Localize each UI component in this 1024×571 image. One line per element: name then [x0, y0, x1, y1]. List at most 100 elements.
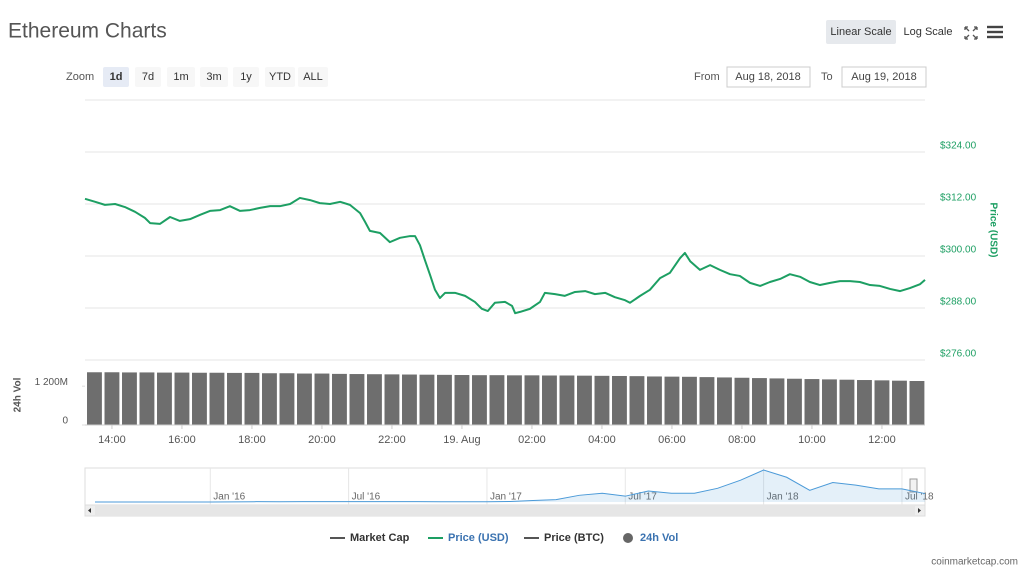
x-tick-label: 08:00: [728, 434, 756, 446]
volume-bar: [262, 373, 277, 425]
volume-bar: [454, 375, 470, 425]
volume-bar: [629, 376, 645, 425]
scrollbar-thumb[interactable]: [95, 506, 915, 515]
legend-label[interactable]: Market Cap: [350, 532, 410, 544]
fullscreen-icon[interactable]: [964, 26, 978, 40]
navigator-label: Jul '16: [352, 492, 381, 503]
zoom-button-bg[interactable]: [265, 67, 295, 87]
volume-bar: [594, 375, 610, 425]
y-axis-title: 24h Vol: [13, 377, 24, 412]
zoom-button-bg[interactable]: [233, 67, 259, 87]
volume-bar: [769, 378, 785, 425]
x-tick-label: 12:00: [868, 434, 896, 446]
volume-bar: [437, 374, 452, 425]
zoom-button[interactable]: 1m: [173, 71, 188, 83]
volume-bar: [839, 379, 855, 425]
volume-bar: [577, 375, 592, 425]
volume-bar: [507, 375, 522, 425]
x-tick-label: 06:00: [658, 434, 686, 446]
y-axis-title: Price (USD): [987, 202, 998, 257]
navigator-label: Jan '16: [213, 492, 245, 503]
volume-bar: [297, 373, 312, 425]
y-tick-label: $300.00: [940, 245, 977, 256]
volume-bar: [542, 375, 557, 425]
scroll-left-arrow[interactable]: [88, 508, 91, 513]
zoom-button-bg[interactable]: [167, 67, 195, 87]
volume-bar: [332, 373, 347, 425]
scale-button[interactable]: Linear Scale: [830, 26, 891, 38]
volume-bar: [174, 372, 190, 425]
y-tick-label: 0: [62, 416, 68, 427]
navigator-label: Jul '18: [905, 492, 934, 503]
navigator-handle[interactable]: [909, 478, 918, 493]
to-input[interactable]: [841, 66, 927, 88]
volume-bar: [139, 372, 155, 425]
volume-bar: [787, 378, 802, 425]
volume-bar: [209, 372, 225, 425]
volume-bar: [909, 381, 925, 425]
zoom-button-bg[interactable]: [103, 67, 129, 87]
zoom-button[interactable]: 1y: [240, 71, 252, 83]
volume-bar: [874, 380, 890, 425]
price-line: [84, 196, 926, 315]
volume-bar: [857, 380, 872, 425]
volume-bar: [489, 375, 505, 425]
zoom-button[interactable]: 3m: [206, 71, 221, 83]
navigator-area: [95, 470, 925, 502]
zoom-button[interactable]: ALL: [303, 71, 323, 83]
volume-bar: [822, 379, 837, 425]
x-tick-label: 04:00: [588, 434, 616, 446]
menu-icon[interactable]: [987, 25, 1003, 39]
x-tick-label: 20:00: [308, 434, 336, 446]
x-tick-label: 18:00: [238, 434, 266, 446]
volume-bar: [612, 375, 627, 425]
navigator-label: Jan '17: [490, 492, 522, 503]
volume-bar: [192, 372, 207, 425]
to-label: To: [821, 71, 833, 83]
scale-button-bg[interactable]: [826, 20, 896, 44]
zoom-button[interactable]: 7d: [142, 71, 154, 83]
from-input[interactable]: [726, 66, 811, 88]
scroll-right-arrow[interactable]: [918, 508, 921, 513]
volume-bar: [892, 380, 907, 425]
volume-bar: [384, 374, 400, 425]
from-label: From: [694, 71, 720, 83]
zoom-button-bg[interactable]: [135, 67, 161, 87]
volume-bar: [402, 374, 417, 425]
volume-bar: [699, 377, 715, 425]
volume-bar: [314, 373, 330, 425]
legend-label[interactable]: Price (BTC): [544, 532, 604, 544]
volume-bar: [472, 375, 487, 425]
volume-bar: [157, 372, 172, 425]
volume-bar: [244, 372, 260, 425]
zoom-button-bg[interactable]: [200, 67, 228, 87]
y-tick-label: $276.00: [940, 349, 977, 360]
volume-bar: [752, 378, 767, 425]
zoom-button[interactable]: 1d: [110, 71, 123, 83]
zoom-button[interactable]: YTD: [269, 71, 291, 83]
volume-bar: [524, 375, 540, 425]
volume-bar: [559, 375, 575, 425]
volume-bar: [87, 372, 102, 425]
credit: coinmarketcap.com: [931, 557, 1018, 568]
legend-label[interactable]: 24h Vol: [640, 532, 678, 544]
page-title: Ethereum Charts: [8, 20, 167, 43]
volume-bar: [717, 377, 732, 425]
y-tick-label: $324.00: [940, 141, 977, 152]
navigator-line: [95, 469, 926, 503]
zoom-button-bg[interactable]: [298, 67, 328, 87]
from-date[interactable]: Aug 18, 2018: [735, 71, 800, 83]
y-tick-label: $312.00: [940, 193, 977, 204]
to-date[interactable]: Aug 19, 2018: [851, 71, 916, 83]
x-tick-label: 22:00: [378, 434, 406, 446]
volume-bar: [279, 373, 295, 425]
x-tick-label: 14:00: [98, 434, 126, 446]
volume-bar: [122, 372, 137, 425]
zoom-label: Zoom: [66, 71, 94, 83]
legend-marker[interactable]: [623, 533, 633, 543]
scale-button[interactable]: Log Scale: [904, 26, 953, 38]
volume-bar: [664, 376, 680, 425]
navigator-label: Jan '18: [767, 492, 799, 503]
legend-label[interactable]: Price (USD): [448, 532, 509, 544]
